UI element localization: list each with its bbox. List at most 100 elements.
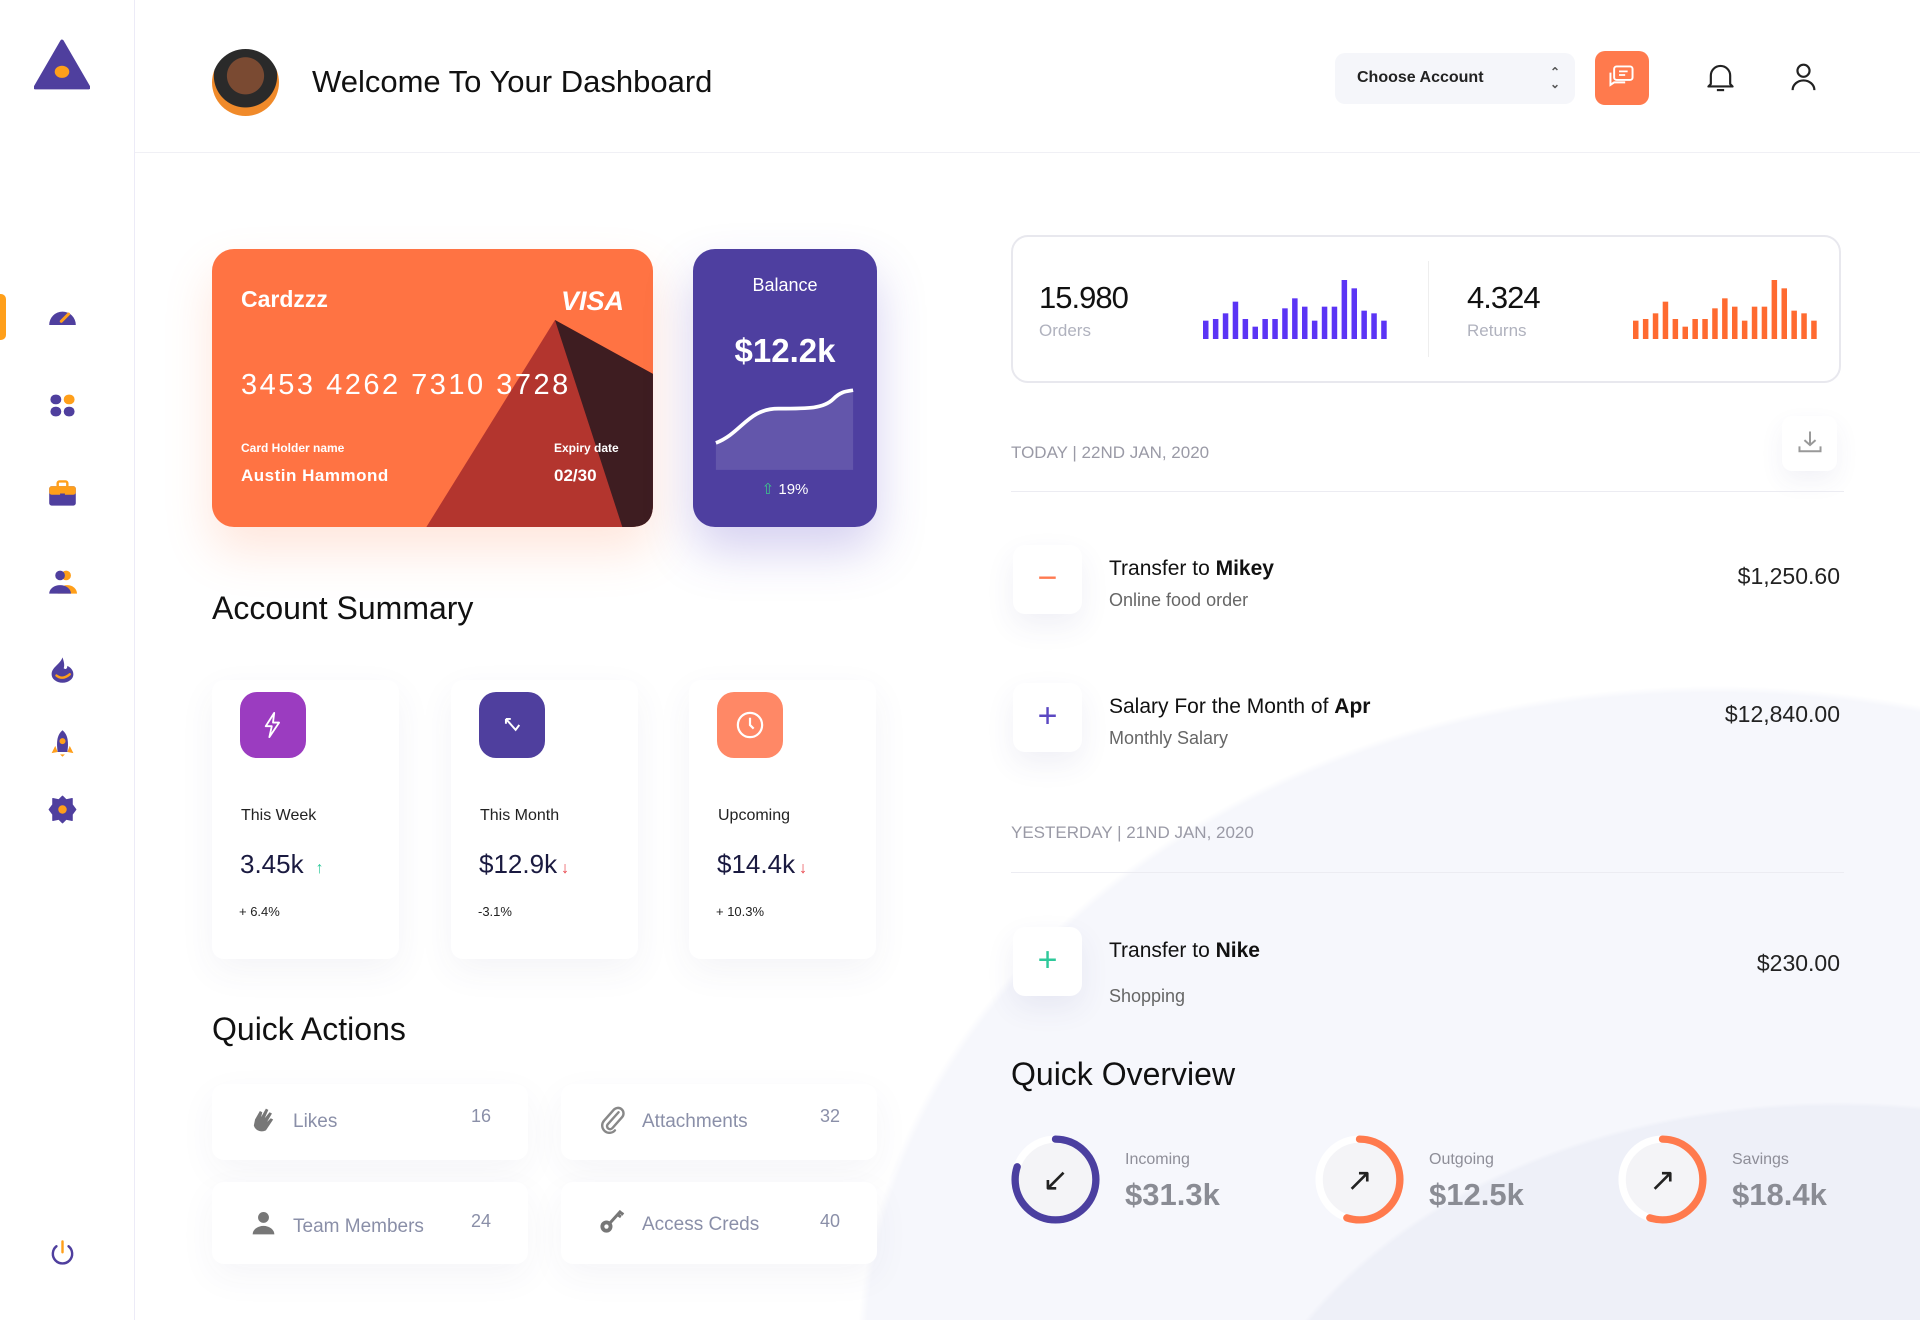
summary-change: + 6.4% xyxy=(239,904,280,919)
sidebar-item-rocket[interactable] xyxy=(48,729,77,758)
quick-action-likes[interactable]: Likes 16 xyxy=(212,1084,528,1160)
summary-card[interactable]: This Week 3.45k ↑ + 6.4% xyxy=(212,680,399,959)
visa-logo: VISA xyxy=(560,286,624,316)
quick-action-access-creds[interactable]: Access Creds 40 xyxy=(561,1182,877,1264)
transaction-title-name: Nike xyxy=(1215,939,1260,962)
account-select[interactable]: Choose Account ⌃ ⌄ xyxy=(1335,53,1575,104)
sidebar-item-users[interactable] xyxy=(48,567,77,596)
balance-change-value: 19% xyxy=(778,481,809,498)
bar xyxy=(1302,306,1308,339)
arrow-down-icon: ↓ xyxy=(799,860,808,877)
transaction-subtitle: Shopping xyxy=(1109,986,1186,1006)
balance-sparkline xyxy=(715,388,854,470)
credit-card[interactable]: Cardzzz VISA 3453 4262 7310 3728 Card Ho… xyxy=(212,249,653,527)
power-icon[interactable] xyxy=(48,1239,77,1268)
page-title: Welcome To Your Dashboard xyxy=(312,64,713,99)
transaction-title[interactable]: Transfer to Nike xyxy=(1109,939,1260,963)
sidebar-item-fire[interactable] xyxy=(48,655,77,684)
download-button[interactable] xyxy=(1782,416,1837,471)
bar xyxy=(1282,308,1288,339)
bar xyxy=(1741,320,1748,339)
summary-icon-box xyxy=(717,692,783,758)
summary-label: This Month xyxy=(480,807,560,824)
quick-action-count: 32 xyxy=(819,1106,840,1126)
expiry-label: Expiry date xyxy=(554,441,619,455)
bar xyxy=(1232,301,1239,339)
bar xyxy=(1242,319,1249,339)
card-number: 3453 4262 7310 3728 xyxy=(241,369,571,401)
plus-icon: + xyxy=(1013,927,1082,996)
stats-divider xyxy=(1428,261,1429,357)
arrow-up-icon: ⇧ xyxy=(761,481,775,498)
chat-button[interactable] xyxy=(1595,51,1649,105)
quick-action-attachments[interactable]: Attachments 32 xyxy=(561,1084,877,1160)
transaction-title[interactable]: Transfer to Mikey xyxy=(1109,557,1274,581)
user-icon[interactable] xyxy=(1789,62,1818,94)
stats-panel: 15.980 Orders 4.324 Returns xyxy=(1011,235,1841,383)
bar xyxy=(1212,319,1219,339)
summary-icon-box xyxy=(479,692,545,758)
summary-card[interactable]: This Month $12.9k ↓ -3.1% xyxy=(451,680,638,959)
yesterday-label: YESTERDAY | 21ND JAN, 2020 xyxy=(1011,823,1254,842)
sidebar-item-apps[interactable] xyxy=(48,391,77,420)
summary-value-text: $14.4k xyxy=(717,849,796,879)
transaction-title-name: Mikey xyxy=(1215,557,1274,580)
bar xyxy=(1811,320,1817,339)
bar xyxy=(1272,319,1278,339)
bar xyxy=(1652,313,1659,339)
bar xyxy=(1341,280,1348,339)
bar xyxy=(1781,288,1787,339)
progress-ring-arc xyxy=(1011,1135,1100,1224)
bell-icon[interactable] xyxy=(1706,62,1735,94)
bar xyxy=(1751,306,1758,339)
bar xyxy=(1351,288,1357,339)
quick-action-label: Likes xyxy=(293,1111,338,1132)
sidebar-item-briefcase[interactable] xyxy=(48,479,77,508)
progress-ring: ↗ xyxy=(1618,1135,1707,1224)
bar xyxy=(1331,306,1338,339)
balance-change: ⇧ 19% xyxy=(693,480,877,498)
paperclip-icon xyxy=(601,1106,625,1134)
avatar[interactable] xyxy=(212,49,279,116)
transaction-title-name: Apr xyxy=(1334,695,1371,718)
summary-value: $12.9k ↓ xyxy=(479,849,569,880)
logo-icon xyxy=(34,39,90,90)
summary-change: + 10.3% xyxy=(716,904,765,919)
overview-value: $12.5k xyxy=(1429,1177,1524,1212)
sidebar-item-dashboard[interactable] xyxy=(48,302,77,331)
overview-value: $31.3k xyxy=(1125,1177,1220,1212)
divider xyxy=(1011,491,1844,492)
bar xyxy=(1791,310,1797,339)
today-label: TODAY | 22ND JAN, 2020 xyxy=(1011,443,1210,462)
sidebar-item-settings[interactable] xyxy=(48,795,77,824)
quick-action-count: 24 xyxy=(470,1211,491,1231)
summary-label: This Week xyxy=(241,807,317,824)
overview-label: Savings xyxy=(1732,1151,1789,1168)
overview-label: Outgoing xyxy=(1429,1151,1494,1168)
bar xyxy=(1761,306,1768,339)
quick-action-label: Attachments xyxy=(642,1111,748,1132)
returns-value: 4.324 xyxy=(1467,280,1541,315)
returns-label: Returns xyxy=(1467,321,1527,340)
bar xyxy=(1311,320,1318,339)
bar xyxy=(1381,320,1387,339)
transaction-amount: $230.00 xyxy=(1756,950,1840,976)
quick-action-team-members[interactable]: Team Members 24 xyxy=(212,1182,528,1264)
clap-icon xyxy=(253,1108,274,1132)
bar xyxy=(1702,319,1708,339)
bar xyxy=(1371,313,1377,339)
transaction-title[interactable]: Salary For the Month of Apr xyxy=(1109,695,1370,719)
bar xyxy=(1642,319,1649,339)
progress-ring-arc xyxy=(1315,1135,1404,1224)
transaction-amount: $12,840.00 xyxy=(1724,701,1840,727)
bar xyxy=(1222,313,1229,339)
quick-action-count: 16 xyxy=(470,1106,491,1126)
balance-card[interactable]: Balance $12.2k ⇧ 19% xyxy=(693,249,877,527)
card-decoration xyxy=(426,320,653,527)
summary-change: -3.1% xyxy=(478,904,512,919)
bar xyxy=(1682,326,1688,339)
summary-card[interactable]: Upcoming $14.4k ↓ + 10.3% xyxy=(689,680,876,959)
bar xyxy=(1321,306,1328,339)
arrow-up-right-icon: ↗ xyxy=(1649,1161,1676,1199)
transaction-amount: $1,250.60 xyxy=(1737,563,1840,589)
